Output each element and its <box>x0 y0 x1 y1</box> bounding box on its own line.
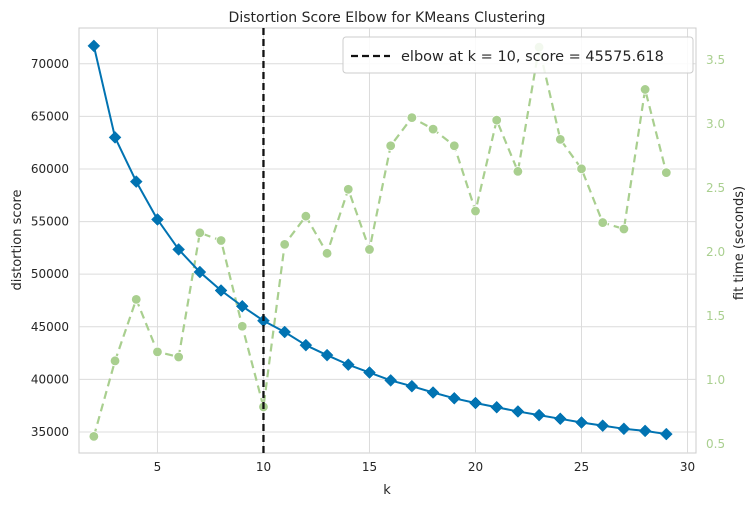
distortion-point <box>108 131 122 144</box>
distortion-point <box>405 379 419 393</box>
distortion-point <box>341 358 355 371</box>
grid-lines <box>79 28 696 453</box>
fit-time-point <box>300 210 312 222</box>
y2-tick-label: 1.0 <box>706 373 725 387</box>
distortion-point <box>235 299 249 313</box>
fit-time-point <box>491 114 502 126</box>
axes-labels: 5 10 15 20 25 30 35000 40000 45000 50000 55000 6000… <box>31 53 725 474</box>
fit-time-point <box>597 217 608 228</box>
legend-elbow-label: elbow at k = 10, score = 45575.618 <box>401 49 664 65</box>
distortion-point <box>87 39 101 53</box>
distortion-point <box>299 338 313 352</box>
fit-time-point <box>109 355 121 367</box>
fit-time-point <box>555 134 566 145</box>
distortion-point <box>172 243 186 256</box>
distortion-point <box>320 348 334 362</box>
fit-time-point <box>173 351 184 363</box>
distortion-point <box>129 175 143 188</box>
fit-time-point <box>364 244 375 255</box>
fit-time-point <box>343 184 354 195</box>
x-tick-label: 10 <box>256 460 271 474</box>
y-tick-label: 55000 <box>31 215 69 229</box>
y-tick-label: 45000 <box>31 320 69 334</box>
distortion-point <box>469 396 482 410</box>
legend: elbow at k = 10, score = 45575.618 <box>342 36 694 74</box>
distortion-point <box>638 424 652 438</box>
distortion-line <box>92 45 667 436</box>
fit-time-point <box>385 140 396 151</box>
fit-time-point <box>639 84 651 95</box>
fit-time-point <box>576 163 587 175</box>
y-axis-title: distortion score <box>10 190 25 291</box>
fit-time-point <box>194 227 206 239</box>
fit-time-point <box>661 167 672 178</box>
legend-box <box>342 36 694 74</box>
fit-time-point <box>279 239 290 250</box>
distortion-point <box>193 265 207 279</box>
fit-time-point <box>406 112 418 123</box>
fit-time-point <box>131 294 142 305</box>
fit-time-line <box>92 46 668 437</box>
fit-time-point <box>152 346 163 358</box>
y-tick-label: 65000 <box>31 109 69 123</box>
x-tick-label: 30 <box>680 460 695 474</box>
fit-time-point <box>88 431 100 442</box>
distortion-point <box>490 400 504 414</box>
distortion-point <box>426 386 440 399</box>
y-tick-label: 50000 <box>31 267 69 281</box>
distortion-point <box>617 422 631 436</box>
distortion-point <box>447 391 461 405</box>
distortion-point <box>511 405 525 418</box>
fit-time-point <box>618 223 630 235</box>
distortion-point <box>575 416 588 429</box>
y2-tick-label: 1.5 <box>706 309 725 323</box>
x-tick-label: 5 <box>154 460 162 474</box>
distortion-point <box>596 419 610 433</box>
fit-time-point <box>215 235 227 246</box>
distortion-point <box>363 366 376 379</box>
y2-tick-label: 0.5 <box>706 437 725 451</box>
y2-tick-label: 2.5 <box>706 181 725 195</box>
x-tick-label: 25 <box>574 460 589 474</box>
distortion-point <box>532 408 546 422</box>
fit-time-point <box>449 140 460 151</box>
series-layer <box>87 39 673 442</box>
fit-time-point <box>470 205 481 217</box>
fit-time-point <box>237 321 248 332</box>
y-tick-label: 70000 <box>31 57 69 71</box>
x-tick-label: 20 <box>468 460 483 474</box>
y-tick-label: 35000 <box>31 425 69 439</box>
y2-tick-label: 3.5 <box>706 53 725 67</box>
distortion-point <box>214 284 228 297</box>
distortion-point <box>553 412 567 426</box>
y2-axis-title: fit time (seconds) <box>732 186 747 300</box>
x-axis-title: k <box>383 483 391 498</box>
fit-time-point <box>427 123 439 135</box>
x-tick-label: 15 <box>362 460 377 474</box>
chart-title: Distortion Score Elbow for KMeans Cluste… <box>229 10 546 26</box>
distortion-point <box>278 325 292 339</box>
distortion-point <box>384 374 398 387</box>
fit-time-point <box>321 248 333 259</box>
y2-tick-label: 2.0 <box>706 245 725 259</box>
y-tick-label: 60000 <box>31 162 69 176</box>
fit-time-point <box>512 166 524 177</box>
y2-tick-label: 3.0 <box>706 117 725 131</box>
y-tick-label: 40000 <box>31 372 69 386</box>
distortion-point <box>151 213 164 226</box>
distortion-point <box>659 427 673 441</box>
